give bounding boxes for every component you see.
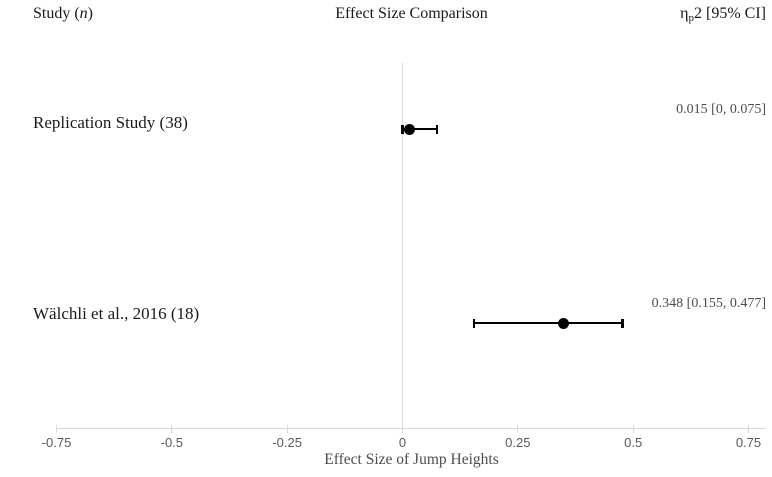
- eta-symbol: η: [680, 5, 689, 22]
- x-tick-label: 0.25: [505, 435, 531, 450]
- effect-header-rest: 2 [95% CI]: [694, 5, 766, 22]
- study-header-suffix: ): [87, 5, 93, 22]
- ci-cap-left: [472, 318, 476, 328]
- x-tick-label: 0.5: [624, 435, 643, 450]
- ci-cap-right: [435, 124, 439, 134]
- x-axis-line: [57, 428, 766, 429]
- study-column-header: Study (n): [33, 4, 93, 24]
- x-tick-label: 0.75: [735, 435, 762, 450]
- ci-cap-left: [401, 124, 404, 134]
- study-header-prefix: Study (: [33, 5, 80, 22]
- chart-title: Effect Size Comparison: [335, 5, 488, 22]
- x-tick-mark: [56, 425, 57, 433]
- study-label: Wälchli et al., 2016 (18): [33, 304, 200, 323]
- ci-error-bar: [474, 321, 623, 325]
- ci-value-label: 0.348 [0.155, 0.477]: [651, 296, 766, 311]
- effect-column-header: ηp2 [95% CI]: [680, 4, 766, 28]
- effect-point-marker: [403, 123, 415, 135]
- x-tick-label: -0.75: [41, 435, 72, 450]
- study-header-n: n: [79, 5, 88, 22]
- eta-subscript: p: [688, 12, 695, 24]
- x-axis-title: Effect Size of Jump Heights: [324, 451, 499, 468]
- effect-point-marker: [557, 317, 569, 329]
- x-tick-mark: [632, 425, 634, 433]
- x-tick-label: -0.25: [272, 435, 302, 450]
- x-tick-label: -0.5: [160, 435, 184, 450]
- ci-value-label: 0.015 [0, 0.075]: [676, 102, 766, 117]
- ci-error-bar: [402, 127, 438, 131]
- x-tick-mark: [517, 425, 519, 433]
- ci-cap-right: [621, 318, 624, 328]
- x-tick-mark: [171, 425, 173, 433]
- x-tick-mark: [286, 425, 288, 433]
- zero-reference-line: [402, 63, 403, 432]
- x-tick-mark: [747, 425, 749, 433]
- x-tick-mark: [402, 425, 403, 433]
- study-label: Replication Study (38): [33, 113, 188, 132]
- x-tick-label: 0: [398, 435, 407, 450]
